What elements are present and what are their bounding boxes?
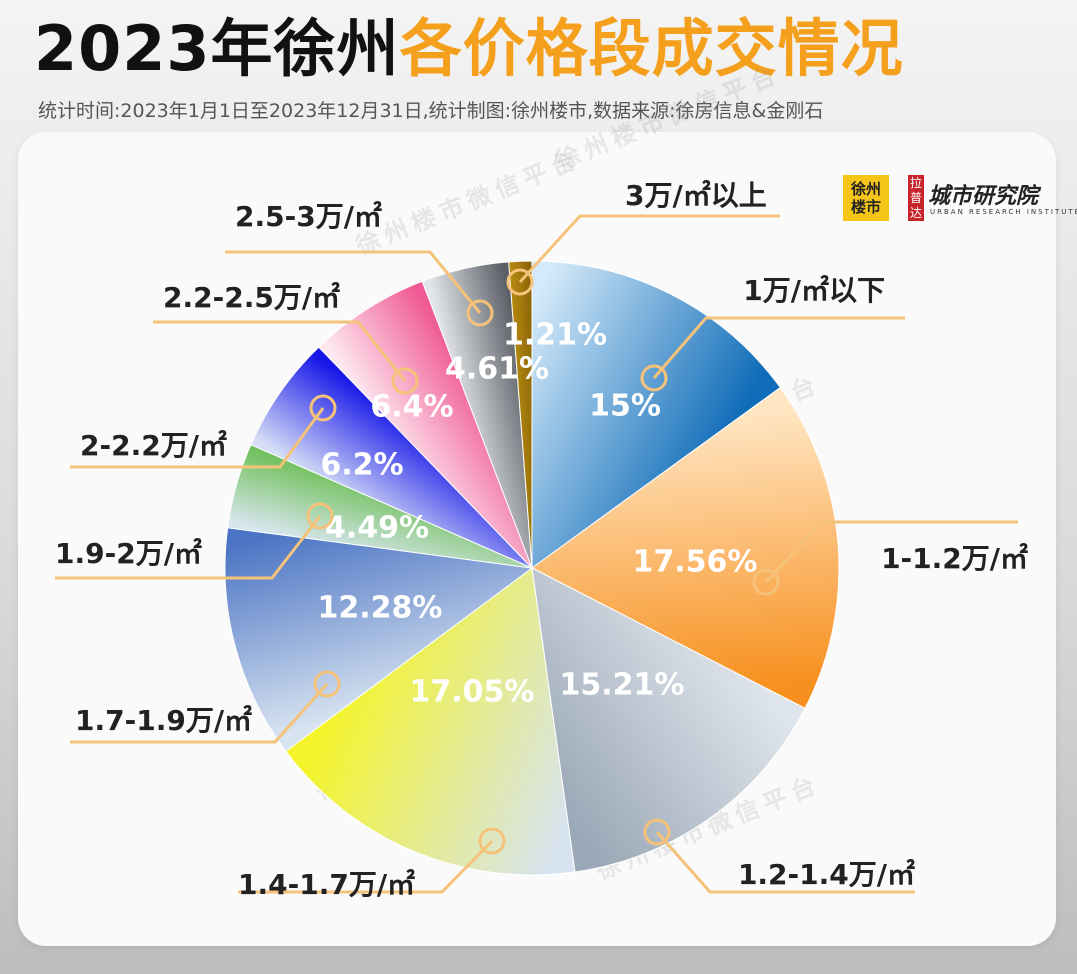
leader-dot bbox=[506, 268, 534, 296]
percent-label: 15% bbox=[589, 389, 661, 424]
leader-dot bbox=[643, 818, 671, 846]
percent-label: 4.61% bbox=[445, 352, 549, 387]
lapuda-badge: 拉 普 达 bbox=[908, 175, 924, 221]
leader-line bbox=[225, 250, 482, 314]
leader-dot bbox=[478, 827, 506, 855]
percent-label: 6.4% bbox=[370, 390, 453, 425]
pie-slice bbox=[285, 567, 576, 876]
leader-line bbox=[238, 839, 494, 894]
pie-slice bbox=[250, 346, 533, 569]
chart-subtitle: 统计时间:2023年1月1日至2023年12月31日,统计制图:徐州楼市,数据来… bbox=[38, 100, 824, 122]
logo1-line1: 徐州 bbox=[850, 180, 881, 198]
badge-char-1: 拉 bbox=[909, 175, 922, 190]
leader-line bbox=[55, 515, 322, 580]
pie-slice bbox=[508, 260, 533, 569]
percent-label: 15.21% bbox=[560, 668, 685, 703]
leader-dot bbox=[309, 394, 337, 422]
category-label: 2-2.2万/㎡ bbox=[80, 429, 227, 462]
category-label: 1.7-1.9万/㎡ bbox=[75, 704, 252, 737]
category-label: 1.9-2万/㎡ bbox=[55, 537, 202, 570]
leader-dot bbox=[306, 502, 334, 530]
leader-line bbox=[153, 320, 407, 382]
leader-line bbox=[518, 214, 780, 284]
leader-dot bbox=[466, 299, 494, 327]
percent-label: 4.49% bbox=[325, 511, 429, 546]
percent-label: 17.56% bbox=[633, 545, 758, 580]
percent-label: 17.05% bbox=[410, 675, 535, 710]
pie-slice bbox=[531, 260, 782, 569]
percent-label: 6.2% bbox=[320, 448, 403, 483]
leader-line bbox=[655, 831, 915, 894]
chart-title: 2023年徐州各价格段成交情况 bbox=[34, 8, 904, 90]
leader-dot bbox=[640, 364, 668, 392]
category-label: 1万/㎡以下 bbox=[743, 274, 885, 307]
pie-slice bbox=[224, 527, 534, 753]
title-black-part: 2023年徐州 bbox=[34, 12, 400, 85]
badge-char-3: 达 bbox=[909, 205, 922, 220]
percent-labels: 15% 17.56% 15.21% 17.05% 12.28% 4.49% 6.2% 6.4%… bbox=[318, 318, 758, 710]
pie-slice bbox=[531, 567, 806, 873]
logo1-line2: 楼市 bbox=[850, 198, 881, 216]
badge-char-2: 普 bbox=[909, 190, 922, 205]
xuzhou-loushi-logo: 徐州 楼市 bbox=[843, 175, 889, 221]
category-label: 1.4-1.7万/㎡ bbox=[238, 868, 415, 901]
leader-line bbox=[764, 520, 1018, 584]
leader-dot bbox=[391, 367, 419, 395]
percent-label: 1.21% bbox=[503, 318, 607, 353]
urban-research-logo-sub: URBAN RESEARCH INSTITUTE bbox=[930, 208, 1077, 216]
category-label: 3万/㎡以上 bbox=[625, 179, 767, 212]
percent-label: 12.28% bbox=[318, 591, 443, 626]
category-label: 2.2-2.5万/㎡ bbox=[163, 281, 340, 314]
watermark-text: 徐州楼市微信平台 bbox=[551, 60, 785, 176]
leader-line bbox=[70, 682, 329, 744]
leader-line bbox=[652, 316, 905, 379]
watermark-text: 徐州楼市微信平台 bbox=[351, 145, 585, 261]
leader-line bbox=[70, 407, 325, 469]
leader-dot bbox=[313, 670, 341, 698]
category-label: 1-1.2万/㎡ bbox=[881, 542, 1028, 575]
leader-dot bbox=[752, 568, 780, 596]
pie-slice bbox=[531, 386, 840, 710]
category-label: 1.2-1.4万/㎡ bbox=[738, 858, 915, 891]
urban-research-logo-name: 城市研究院 bbox=[928, 183, 1039, 209]
pie-slice bbox=[318, 280, 533, 569]
leader-lines: 1万/㎡以下 1-1.2万/㎡ 1.2-1.4万/㎡ 1.4-1.7万/㎡ 1.7-1.… bbox=[55, 179, 1028, 901]
title-orange-part: 各价格段成交情况 bbox=[399, 12, 904, 85]
category-label: 2.5-3万/㎡ bbox=[235, 200, 382, 233]
